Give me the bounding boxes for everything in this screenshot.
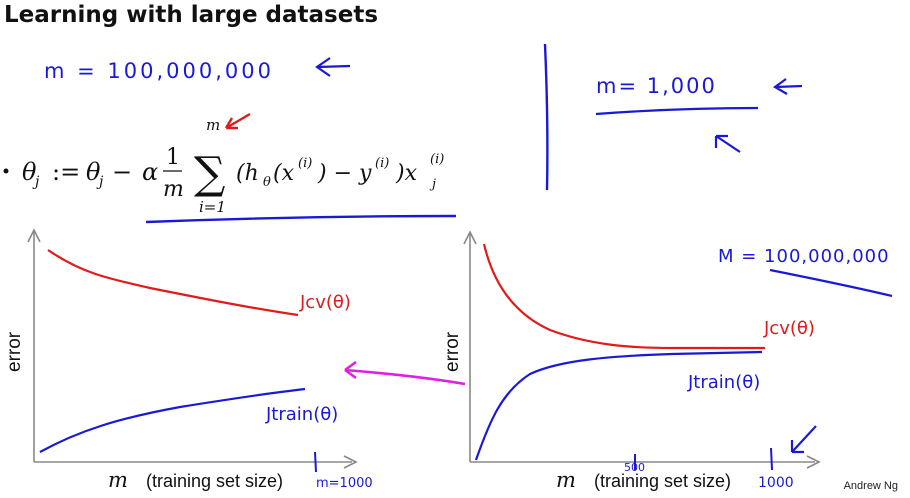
- right-learning-curve-chart: error m (training set size) 500 1000 Jcv…: [442, 230, 821, 492]
- eq-x: )x: [395, 161, 418, 186]
- left-chart-x-end-label: m=1000: [316, 476, 373, 491]
- eq-sub-j: j: [96, 174, 104, 190]
- right-train-error-curve: [474, 350, 763, 461]
- left-train-error-curve: [39, 387, 306, 453]
- y-axis-arrow-icon: [463, 230, 477, 245]
- x-axis-arrow-icon: [343, 455, 358, 469]
- sum-icon: ∑: [194, 148, 225, 199]
- left-arrow-icon: [315, 57, 351, 77]
- red-arrow-icon: [224, 112, 251, 130]
- gradient-update-equation: θ j := θ j − α 1 m m ∑ i=1 (h θ (x (i) )…: [22, 116, 444, 216]
- eq-theta: θ: [86, 158, 101, 186]
- magenta-arrow-icon: [344, 360, 466, 386]
- eq-assign: :=: [52, 158, 80, 186]
- right-chart-xlabel-var: m: [556, 468, 576, 492]
- annotation-m-small-text: m= 1,000: [596, 74, 717, 98]
- left-learning-curve-chart: error m (training set size) m=1000 Jcv(θ…: [4, 228, 373, 492]
- eq-x: (x: [273, 161, 295, 186]
- eq-y: ) − y: [317, 161, 372, 186]
- eq-sub-j: j: [429, 177, 436, 192]
- eq-minus: −: [112, 158, 132, 186]
- right-chart-xlabel: (training set size): [594, 471, 731, 491]
- divider-stroke: [543, 43, 549, 191]
- eq-h-sub: θ: [263, 175, 271, 190]
- annotation-m-small: m= 1,000: [595, 74, 803, 153]
- eq-sum-upper: m: [206, 116, 220, 134]
- right-cv-label: Jcv(θ): [763, 318, 815, 339]
- y-axis-arrow-icon: [27, 228, 41, 243]
- left-chart-ylabel: error: [4, 331, 25, 372]
- x-tick-mark: [770, 447, 773, 471]
- annotation-m-large-top-text: m = 100,000,000: [44, 59, 274, 83]
- left-chart-xlabel: (training set size): [146, 471, 283, 491]
- annotation-m-large-right-text: M = 100,000,000: [718, 246, 890, 267]
- underline-stroke: [595, 106, 759, 116]
- right-chart-x-mid-label: 500: [624, 461, 645, 474]
- right-train-label: Jtrain(θ): [687, 372, 760, 393]
- left-arrow-icon: [772, 78, 803, 95]
- up-left-arrow-icon: [714, 134, 741, 153]
- eq-frac-den: m: [163, 177, 184, 202]
- left-cv-error-curve: [47, 249, 299, 317]
- right-chart-x-end-label: 1000: [758, 475, 794, 491]
- left-cv-label: Jcv(θ): [299, 292, 351, 313]
- underline-stroke: [769, 268, 893, 298]
- eq-frac-num: 1: [166, 145, 180, 170]
- eq-theta: θ: [22, 158, 37, 186]
- eq-sup: (i): [375, 156, 389, 171]
- equation-underline: [145, 214, 457, 224]
- annotation-m-large-top: m = 100,000,000: [44, 57, 351, 83]
- eq-h: (h: [236, 161, 259, 186]
- right-cv-error-curve: [482, 243, 765, 350]
- left-train-label: Jtrain(θ): [265, 404, 338, 425]
- left-chart-xlabel-var: m: [108, 468, 128, 492]
- eq-alpha: α: [142, 158, 158, 186]
- eq-sup: (i): [298, 156, 312, 171]
- down-left-arrow-icon: [790, 425, 817, 454]
- x-axis-arrow-icon: [806, 455, 821, 469]
- right-chart-ylabel: error: [442, 331, 463, 372]
- eq-sup: (i): [430, 152, 444, 167]
- eq-sub-j: j: [32, 174, 40, 190]
- slide-title: Learning with large datasets: [4, 2, 379, 28]
- eq-sum-lower: i=1: [199, 198, 226, 216]
- annotation-m-large-right: M = 100,000,000: [718, 246, 893, 298]
- x-tick-mark: [314, 451, 317, 473]
- author-credit: Andrew Ng: [843, 480, 898, 492]
- bullet-dot: [3, 168, 9, 174]
